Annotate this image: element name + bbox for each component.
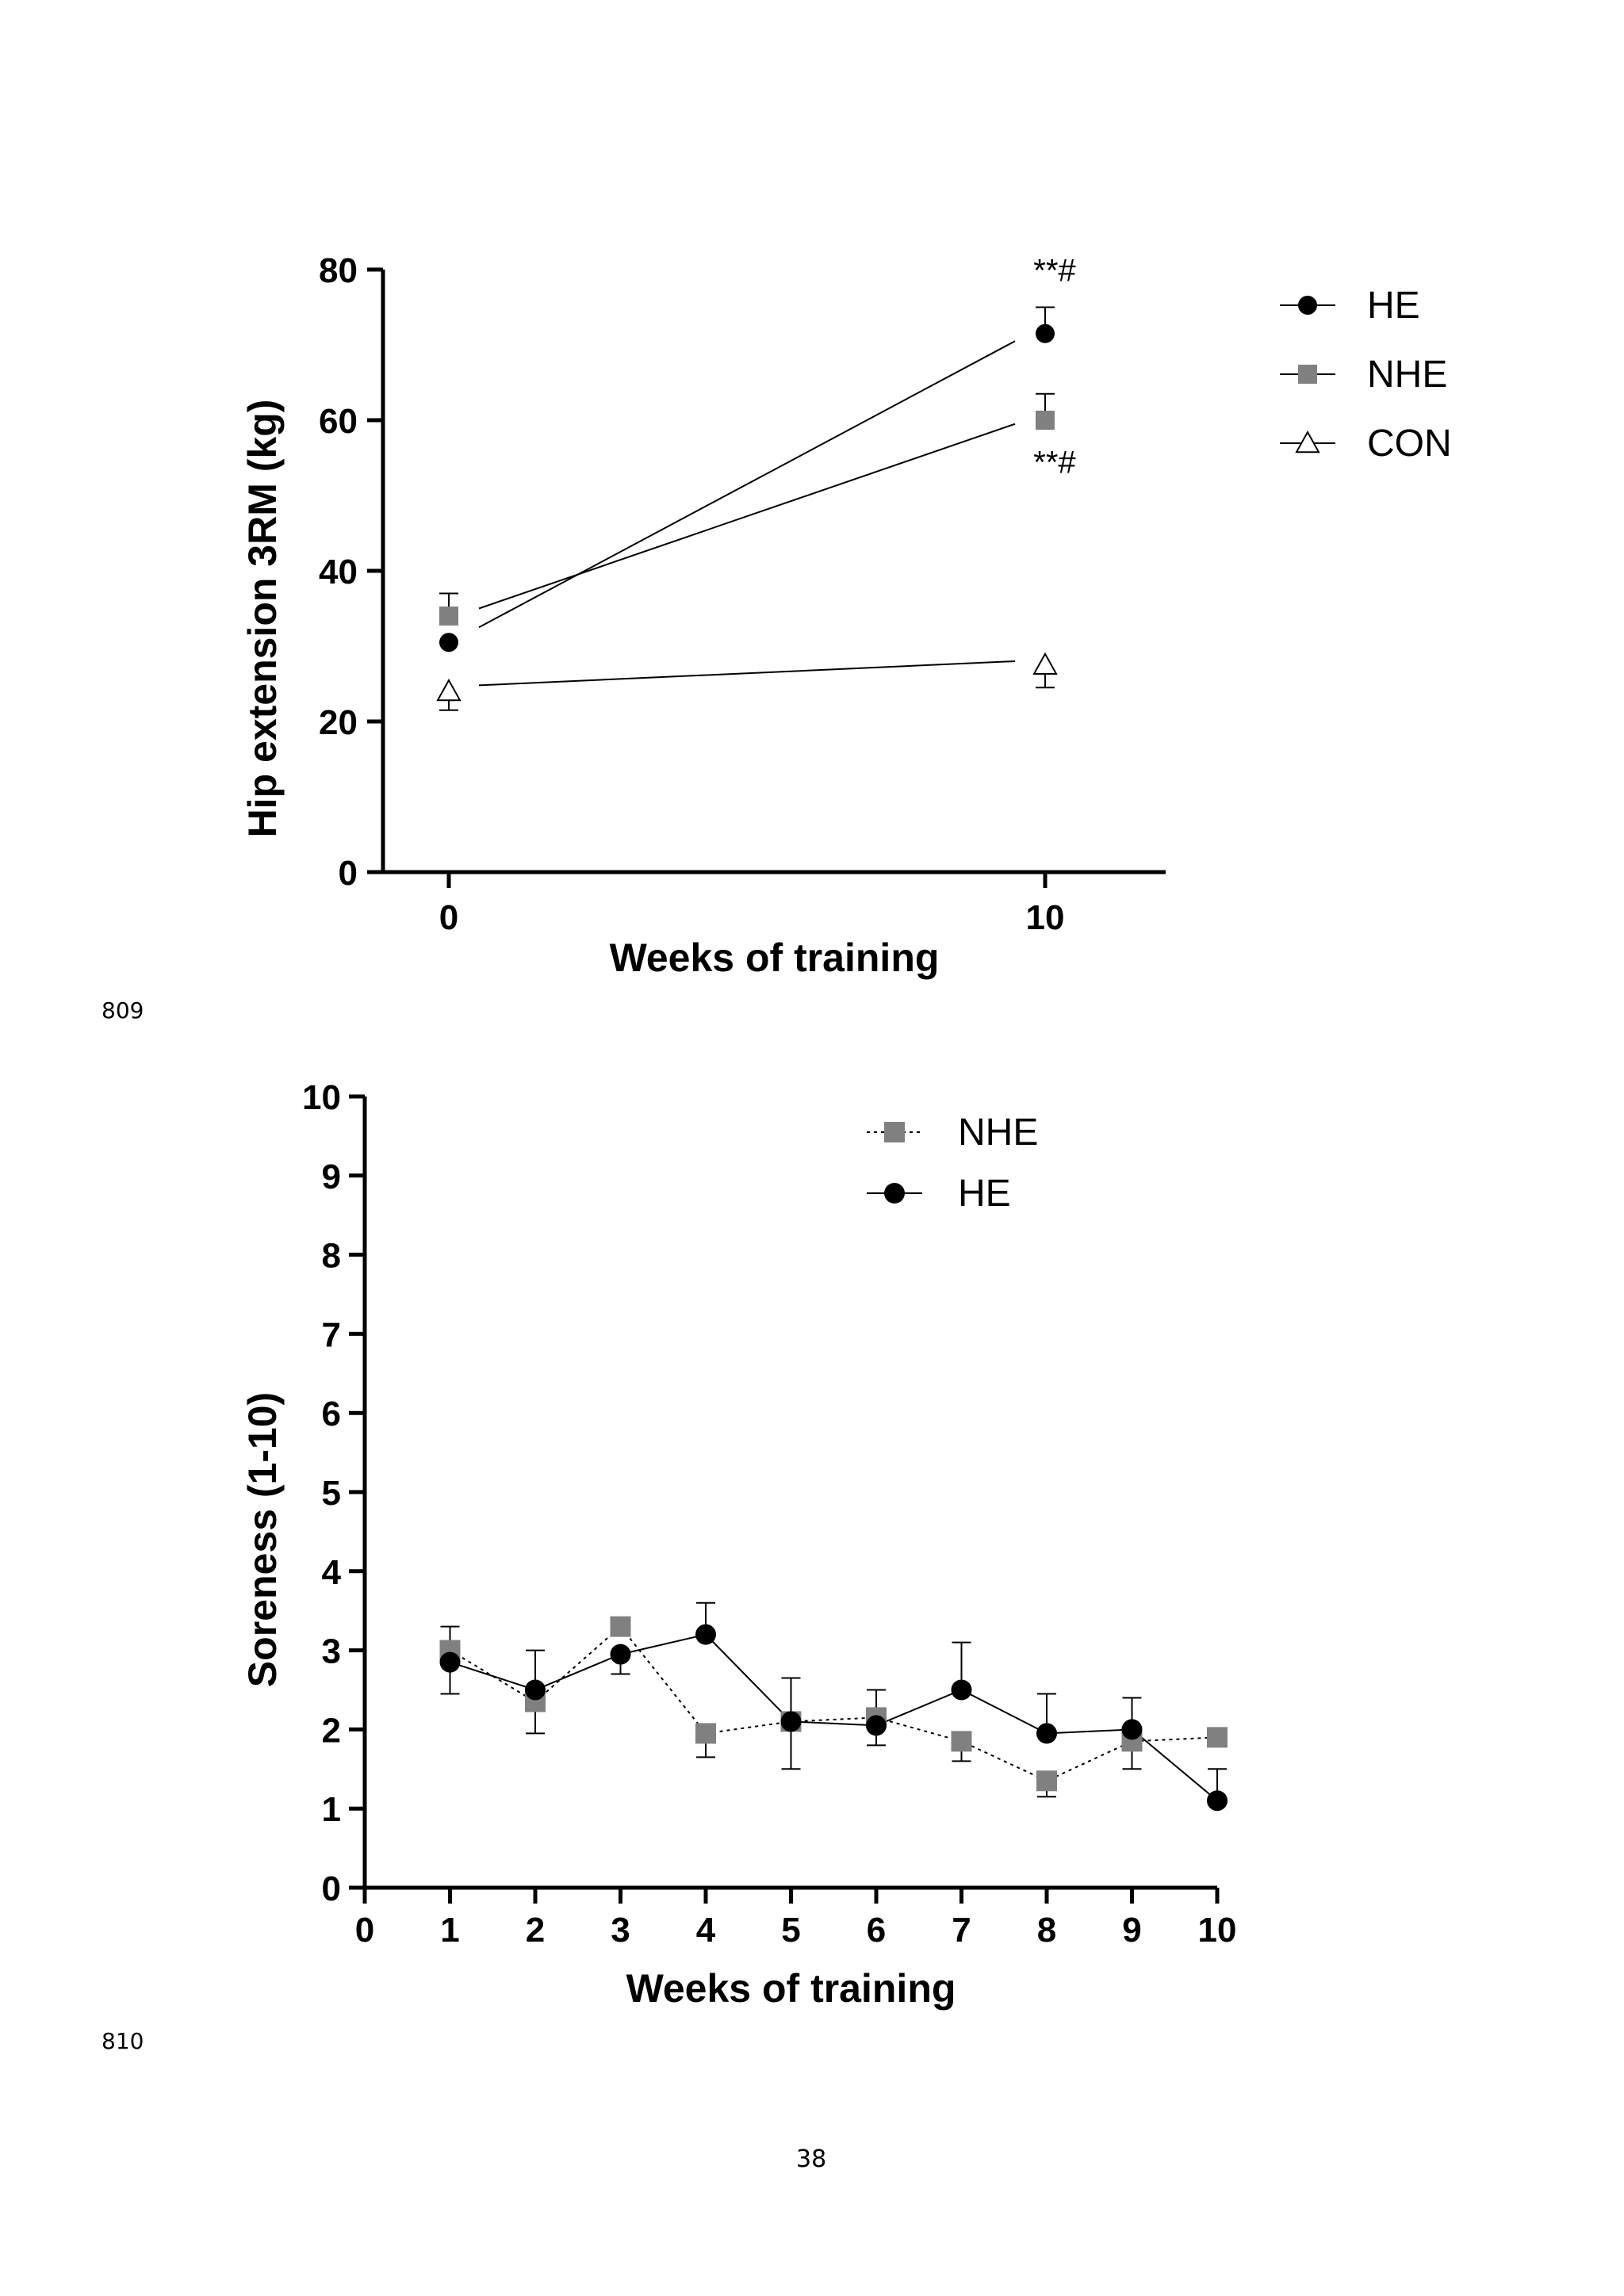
legend-marker-he [884, 1183, 905, 1203]
x-tick-label: 5 [781, 1911, 800, 1950]
line-number-809: 809 [102, 997, 144, 1024]
point-he [1036, 1723, 1057, 1744]
legend-marker-he [1298, 296, 1317, 315]
x-tick-label: 1 [440, 1911, 459, 1950]
trend-line-he [478, 340, 1016, 629]
point-he [1121, 1719, 1143, 1740]
y-tick-label: 2 [322, 1711, 341, 1750]
legend-label-con: CON [1367, 423, 1452, 465]
y-tick-label: 10 [302, 1078, 341, 1117]
point-he [439, 1651, 461, 1673]
y-tick-label: 5 [322, 1474, 341, 1513]
y-tick-label: 60 [319, 402, 358, 441]
x-tick-label: 6 [867, 1911, 886, 1950]
y-tick-label: 7 [322, 1315, 341, 1354]
x-axis-label: Weeks of training [610, 936, 940, 980]
x-tick-label: 7 [952, 1911, 971, 1950]
point-nhe [695, 1723, 716, 1744]
point-he [951, 1679, 972, 1701]
y-tick-label: 3 [322, 1632, 341, 1671]
x-tick-label: 10 [1198, 1911, 1237, 1950]
point-nhe [439, 607, 458, 626]
legend-label-he: HE [1367, 285, 1420, 327]
point-nhe [610, 1616, 631, 1637]
legend-marker-con [1295, 430, 1320, 453]
y-axis-label: Soreness (1-10) [240, 1392, 285, 1687]
y-tick-label: 0 [339, 854, 358, 893]
x-tick-label: 0 [355, 1911, 374, 1950]
legend-label-nhe: NHE [1367, 354, 1447, 396]
point-nhe [951, 1731, 972, 1752]
y-tick-label: 6 [322, 1395, 341, 1433]
hip-extension-chart: 0 20 40 60 80 0 10 Weeks of training Hip extensi… [240, 251, 1452, 980]
point-con [436, 678, 462, 702]
point-he [610, 1644, 631, 1665]
legend-label-nhe: NHE [958, 1112, 1038, 1154]
y-tick-label: 80 [319, 251, 358, 290]
x-tick-label: 10 [1026, 898, 1065, 937]
y-tick-label: 40 [319, 553, 358, 591]
y-axis-label: Hip extension 3RM (kg) [240, 400, 285, 838]
significance-annotation: **# [1033, 446, 1076, 480]
legend-marker-nhe [884, 1122, 905, 1142]
point-he [439, 633, 458, 652]
series-line-nhe [449, 1625, 1218, 1782]
point-he [1036, 323, 1055, 343]
x-tick-label: 4 [696, 1911, 716, 1950]
y-tick-label: 8 [322, 1237, 341, 1276]
series-line-he [450, 1633, 1218, 1801]
x-axis-label: Weeks of training [626, 1966, 956, 2011]
x-tick-label: 0 [439, 898, 458, 937]
trend-line-con [478, 660, 1016, 687]
point-nhe [1036, 411, 1055, 430]
point-he [525, 1679, 546, 1701]
x-tick-label: 8 [1037, 1911, 1056, 1950]
line-number-810: 810 [102, 2028, 144, 2054]
legend-marker-nhe [1298, 365, 1317, 384]
page-number: 38 [796, 2145, 827, 2173]
x-tick-label: 3 [611, 1911, 630, 1950]
point-nhe [1207, 1727, 1228, 1748]
x-tick-label: 9 [1122, 1911, 1141, 1950]
legend-label-he: HE [958, 1173, 1011, 1215]
point-he [780, 1711, 802, 1732]
y-tick-label: 20 [319, 703, 358, 742]
y-tick-label: 1 [322, 1790, 341, 1829]
soreness-chart: 0 1 2 3 4 5 6 7 8 9 10 0 1 2 3 4 5 6 7 8 9 10 Weeks of trainin… [240, 1078, 1237, 2011]
point-he [866, 1715, 887, 1736]
significance-annotation: **# [1033, 253, 1076, 288]
x-tick-label: 2 [526, 1911, 545, 1950]
y-tick-label: 0 [322, 1869, 341, 1908]
y-tick-label: 4 [322, 1553, 342, 1592]
point-nhe [1036, 1770, 1057, 1792]
point-he [1207, 1790, 1228, 1812]
point-he [695, 1624, 716, 1645]
y-tick-label: 9 [322, 1158, 341, 1196]
trend-line-nhe [478, 423, 1016, 610]
point-con [1032, 652, 1058, 675]
